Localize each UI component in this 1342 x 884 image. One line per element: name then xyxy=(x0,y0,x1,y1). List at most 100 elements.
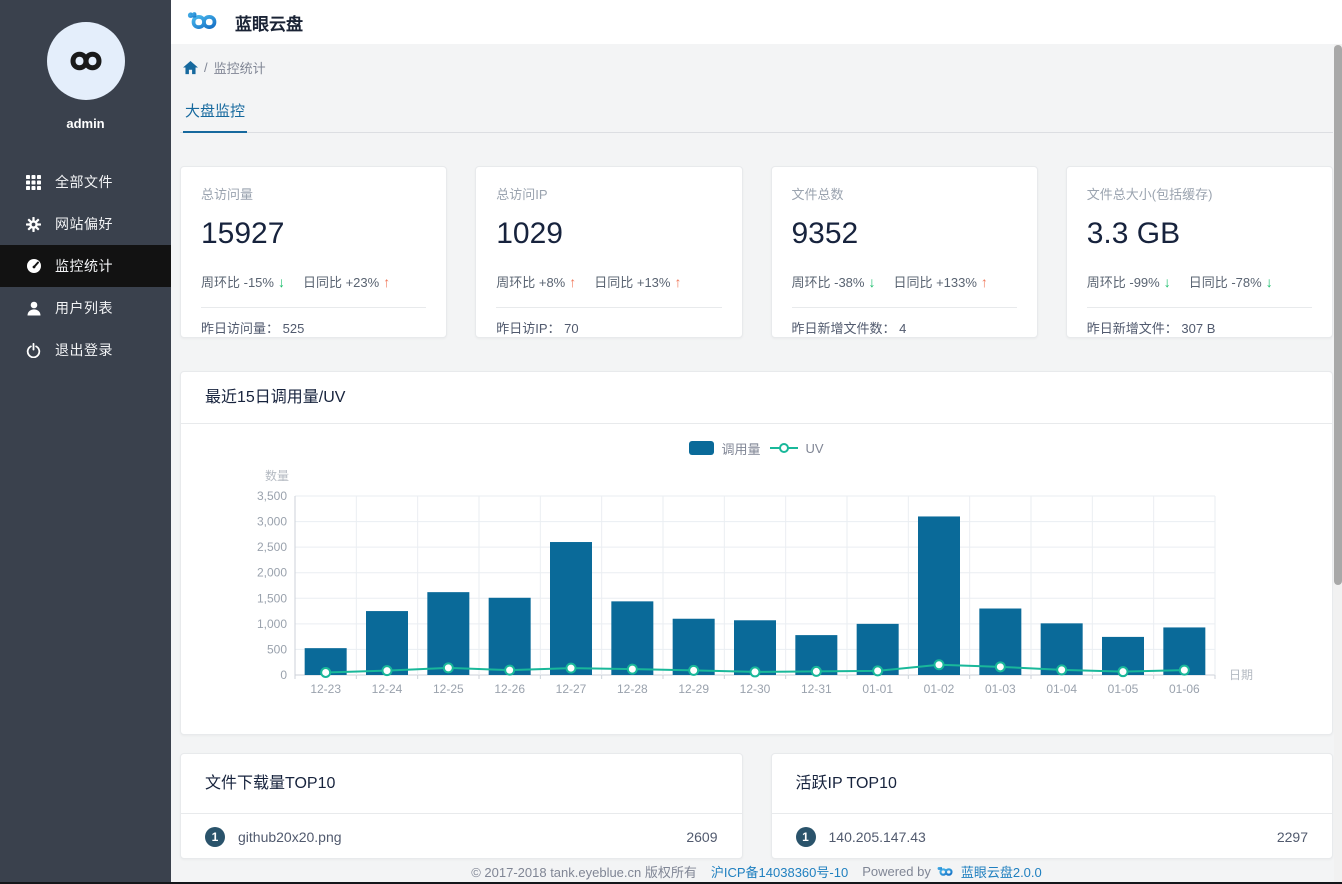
svg-text:数量: 数量 xyxy=(265,468,289,483)
legend-label: UV xyxy=(805,440,824,456)
file-name: github20x20.png xyxy=(238,828,342,845)
stat-card-total-size: 文件总大小(包括缓存) 3.3 GB 周环比 -99% ↓ 日同比 -78% ↓ 昨… xyxy=(1065,166,1333,338)
rank-badge: 1 xyxy=(795,826,816,847)
sidebar-item-label: 全部文件 xyxy=(55,174,113,190)
legend-item-uv[interactable]: UV xyxy=(770,440,824,456)
scrollbar-thumb[interactable] xyxy=(1334,45,1342,585)
svg-text:12-24: 12-24 xyxy=(372,682,403,696)
stat-label: 总访问IP xyxy=(496,187,548,202)
stat-card-grid: 总访问量 15927 周环比 -15% ↓ 日同比 +23% ↑ 昨日访问量： 52… xyxy=(180,166,1333,338)
stat-value: 9352 xyxy=(791,217,859,250)
gear-icon xyxy=(25,216,42,232)
svg-text:12-23: 12-23 xyxy=(310,682,341,696)
week-trend: 周环比 +8% ↑ xyxy=(496,274,577,290)
list-item: 1 github20x20.png 2609 xyxy=(181,814,742,858)
powered-by-label: Powered by xyxy=(862,864,931,879)
app-title[interactable]: 蓝眼云盘 xyxy=(235,14,303,34)
icp-link[interactable]: 沪ICP备14038360号-10 xyxy=(710,865,849,880)
page-footer: © 2017-2018 tank.eyeblue.cn 版权所有 沪ICP备14… xyxy=(171,859,1342,884)
trend-arrow-icon: ↑ xyxy=(980,274,988,290)
trend-arrow-icon: ↑ xyxy=(569,274,577,290)
svg-text:1,500: 1,500 xyxy=(257,591,287,605)
sidebar-item-label: 退出登录 xyxy=(55,342,113,358)
chart-legend: 调用量 UV xyxy=(181,439,1332,458)
list-item: 1 140.205.147.43 2297 xyxy=(772,814,1333,858)
sidebar-item-logout[interactable]: 退出登录 xyxy=(0,329,171,371)
svg-text:500: 500 xyxy=(267,642,287,656)
sidebar-item-preferences[interactable]: 网站偏好 xyxy=(0,203,171,245)
stat-label: 文件总大小(包括缓存) xyxy=(1086,187,1213,202)
stat-label: 总访问量 xyxy=(201,187,254,202)
svg-text:01-06: 01-06 xyxy=(1169,682,1200,696)
breadcrumb: / 监控统计 xyxy=(183,58,1333,77)
svg-text:3,500: 3,500 xyxy=(257,489,287,503)
sidebar-item-label: 用户列表 xyxy=(55,300,113,316)
brand-logo-icon[interactable] xyxy=(183,8,225,36)
svg-text:01-05: 01-05 xyxy=(1108,682,1139,696)
week-trend: 周环比 -99% ↓ xyxy=(1086,274,1171,290)
stat-value: 1029 xyxy=(496,217,563,250)
power-icon xyxy=(25,342,42,358)
username: admin xyxy=(66,116,105,131)
divider xyxy=(1086,307,1312,308)
bar-swatch-icon xyxy=(689,441,715,455)
sidebar-item-label: 监控统计 xyxy=(55,258,113,274)
stat-label: 文件总数 xyxy=(791,187,844,202)
sidebar-item-all-files[interactable]: 全部文件 xyxy=(0,161,171,203)
uv-chart-card: 最近15日调用量/UV 调用量 UV 0 500 1,000 1,500 2,000 2,… xyxy=(180,371,1333,735)
visit-count: 2297 xyxy=(1276,828,1308,845)
sidebar-item-user-list[interactable]: 用户列表 xyxy=(0,287,171,329)
download-top10-card: 文件下载量TOP10 1 github20x20.png 2609 xyxy=(180,753,743,859)
svg-text:2,000: 2,000 xyxy=(257,566,287,580)
divider xyxy=(791,307,1017,308)
stat-footer: 昨日新增文件数： 4 xyxy=(791,321,907,336)
stat-footer: 昨日访问量： 525 xyxy=(201,321,305,336)
app-header: 蓝眼云盘 xyxy=(171,0,1342,44)
breadcrumb-separator: / xyxy=(204,60,208,75)
week-trend: 周环比 -38% ↓ xyxy=(791,274,876,290)
svg-text:12-25: 12-25 xyxy=(433,682,464,696)
trend-arrow-icon: ↑ xyxy=(383,274,391,290)
sidebar-nav: 全部文件 网站偏好 监控统计 用户列表 xyxy=(0,161,171,371)
sidebar-item-monitor-stats[interactable]: 监控统计 xyxy=(0,245,171,287)
svg-text:日期: 日期 xyxy=(1229,668,1253,682)
trend-arrow-icon: ↓ xyxy=(1163,274,1171,290)
breadcrumb-current: 监控统计 xyxy=(213,61,266,76)
svg-text:12-26: 12-26 xyxy=(494,682,525,696)
trend-arrow-icon: ↑ xyxy=(674,274,682,290)
home-icon[interactable] xyxy=(183,60,198,75)
tab-bar: 大盘监控 xyxy=(180,100,1333,133)
stat-card-total-ip: 总访问IP 1029 周环比 +8% ↑ 日同比 +13% ↑ 昨日访IP： 70 xyxy=(475,166,743,338)
svg-text:0: 0 xyxy=(280,668,287,682)
sidebar-item-label: 网站偏好 xyxy=(55,216,113,232)
svg-text:01-03: 01-03 xyxy=(985,682,1016,696)
day-trend: 日同比 +133% ↑ xyxy=(893,274,988,290)
top-lists: 文件下载量TOP10 1 github20x20.png 2609 活跃IP T… xyxy=(180,753,1333,859)
list-title: 文件下载量TOP10 xyxy=(181,754,742,814)
copyright: © 2017-2018 tank.eyeblue.cn 版权所有 xyxy=(471,865,697,880)
svg-text:3,000: 3,000 xyxy=(257,515,287,529)
legend-label: 调用量 xyxy=(721,441,761,457)
scrollbar-track[interactable] xyxy=(1334,44,1342,882)
brand-version-link[interactable]: 蓝眼云盘2.0.0 xyxy=(960,865,1042,880)
rank-badge: 1 xyxy=(205,826,225,847)
grid-icon xyxy=(25,174,42,190)
stat-card-total-files: 文件总数 9352 周环比 -38% ↓ 日同比 +133% ↑ 昨日新增文件数： … xyxy=(770,166,1038,338)
svg-text:01-04: 01-04 xyxy=(1046,682,1077,696)
user-icon xyxy=(25,301,42,316)
tab-dashboard-monitor[interactable]: 大盘监控 xyxy=(183,100,248,133)
legend-item-calls[interactable]: 调用量 xyxy=(689,439,760,458)
stat-value: 15927 xyxy=(201,217,285,250)
list-title: 活跃IP TOP10 xyxy=(771,754,1332,814)
trend-arrow-icon: ↓ xyxy=(868,274,876,290)
dashboard-icon xyxy=(25,258,42,274)
divider xyxy=(201,307,427,308)
week-trend: 周环比 -15% ↓ xyxy=(201,274,285,290)
line-swatch-icon xyxy=(770,441,799,455)
avatar[interactable] xyxy=(46,22,125,100)
window-bottom-edge xyxy=(0,882,1342,884)
day-trend: 日同比 -78% ↓ xyxy=(1188,274,1273,290)
trend-arrow-icon: ↓ xyxy=(1265,274,1273,290)
